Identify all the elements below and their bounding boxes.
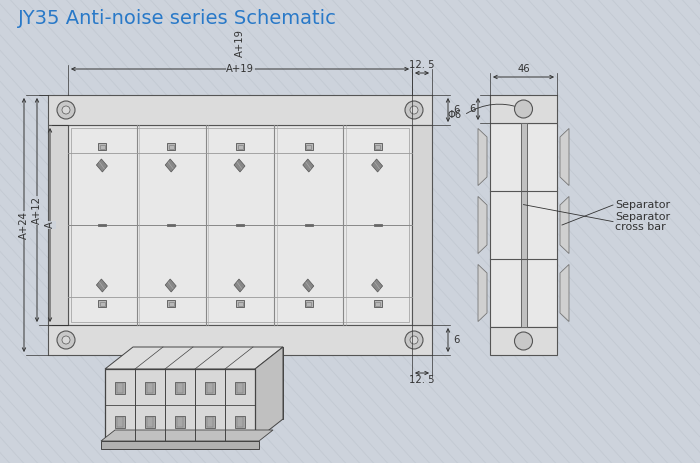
Bar bbox=[205, 416, 215, 428]
Circle shape bbox=[57, 331, 75, 349]
Polygon shape bbox=[97, 279, 107, 292]
Bar bbox=[236, 143, 244, 150]
Text: A: A bbox=[45, 222, 55, 228]
Bar bbox=[167, 300, 175, 307]
Text: A+19: A+19 bbox=[235, 29, 245, 57]
Polygon shape bbox=[101, 430, 273, 441]
Bar bbox=[48, 95, 432, 125]
Bar bbox=[145, 416, 155, 428]
Polygon shape bbox=[478, 128, 487, 186]
Circle shape bbox=[514, 332, 533, 350]
Circle shape bbox=[405, 101, 423, 119]
Circle shape bbox=[410, 336, 418, 344]
Bar bbox=[101, 441, 259, 449]
Bar bbox=[115, 382, 125, 394]
Bar bbox=[177, 417, 183, 426]
Polygon shape bbox=[372, 279, 383, 292]
Text: Separator: Separator bbox=[615, 200, 670, 210]
Text: A+24: A+24 bbox=[19, 211, 29, 239]
Bar bbox=[48, 125, 68, 325]
Bar bbox=[175, 416, 185, 428]
Bar bbox=[48, 325, 432, 355]
Bar bbox=[68, 125, 412, 325]
Bar bbox=[117, 417, 123, 426]
Polygon shape bbox=[303, 159, 314, 172]
Polygon shape bbox=[165, 159, 176, 172]
Bar bbox=[71, 128, 409, 322]
Bar bbox=[100, 144, 105, 149]
Circle shape bbox=[410, 106, 418, 114]
Polygon shape bbox=[303, 279, 314, 292]
Bar bbox=[237, 417, 243, 426]
Bar bbox=[307, 144, 312, 149]
Bar bbox=[167, 143, 175, 150]
Bar bbox=[169, 144, 174, 149]
Circle shape bbox=[62, 336, 70, 344]
Text: 12. 5: 12. 5 bbox=[410, 60, 435, 70]
Polygon shape bbox=[165, 279, 176, 292]
Text: A+19: A+19 bbox=[226, 64, 254, 74]
Circle shape bbox=[57, 101, 75, 119]
Bar bbox=[490, 327, 557, 355]
Polygon shape bbox=[97, 159, 107, 172]
Bar bbox=[375, 144, 380, 149]
Bar bbox=[175, 382, 185, 394]
Text: 12. 5: 12. 5 bbox=[410, 375, 435, 385]
Bar bbox=[490, 95, 557, 123]
Polygon shape bbox=[560, 264, 569, 322]
Polygon shape bbox=[255, 347, 283, 441]
Bar bbox=[235, 382, 245, 394]
Bar bbox=[115, 416, 125, 428]
Bar bbox=[521, 123, 526, 327]
Polygon shape bbox=[478, 196, 487, 254]
Circle shape bbox=[405, 331, 423, 349]
Polygon shape bbox=[560, 128, 569, 186]
Polygon shape bbox=[234, 279, 245, 292]
Polygon shape bbox=[478, 264, 487, 322]
Bar bbox=[147, 417, 153, 426]
Polygon shape bbox=[105, 347, 283, 369]
Bar bbox=[237, 301, 242, 306]
Bar bbox=[307, 301, 312, 306]
Bar bbox=[304, 300, 313, 307]
Bar bbox=[147, 383, 153, 393]
Text: Separator: Separator bbox=[615, 212, 670, 222]
Bar bbox=[304, 143, 313, 150]
Bar bbox=[117, 383, 123, 393]
Bar bbox=[105, 369, 255, 441]
Bar bbox=[235, 416, 245, 428]
Polygon shape bbox=[560, 196, 569, 254]
Bar bbox=[236, 300, 244, 307]
Text: Φ6: Φ6 bbox=[448, 110, 462, 120]
Text: 6: 6 bbox=[470, 104, 476, 114]
Bar bbox=[237, 144, 242, 149]
Circle shape bbox=[62, 106, 70, 114]
Text: 6: 6 bbox=[453, 105, 459, 115]
Text: cross bar: cross bar bbox=[615, 222, 666, 232]
Bar bbox=[133, 347, 283, 419]
Bar bbox=[145, 382, 155, 394]
Bar bbox=[207, 417, 213, 426]
Polygon shape bbox=[234, 159, 245, 172]
Text: 6: 6 bbox=[453, 335, 459, 345]
Bar bbox=[412, 125, 432, 325]
Text: JY35 Anti-noise series Schematic: JY35 Anti-noise series Schematic bbox=[18, 8, 337, 27]
Text: 46: 46 bbox=[517, 64, 530, 74]
Bar bbox=[100, 301, 105, 306]
Bar bbox=[177, 383, 183, 393]
Bar bbox=[374, 143, 382, 150]
Bar bbox=[207, 383, 213, 393]
Bar bbox=[374, 300, 382, 307]
Text: A+12: A+12 bbox=[32, 196, 42, 224]
Bar bbox=[490, 123, 557, 327]
Bar bbox=[237, 383, 243, 393]
Bar bbox=[99, 300, 106, 307]
Bar bbox=[375, 301, 380, 306]
Circle shape bbox=[514, 100, 533, 118]
Polygon shape bbox=[372, 159, 383, 172]
Bar bbox=[205, 382, 215, 394]
Bar bbox=[169, 301, 174, 306]
Bar bbox=[99, 143, 106, 150]
